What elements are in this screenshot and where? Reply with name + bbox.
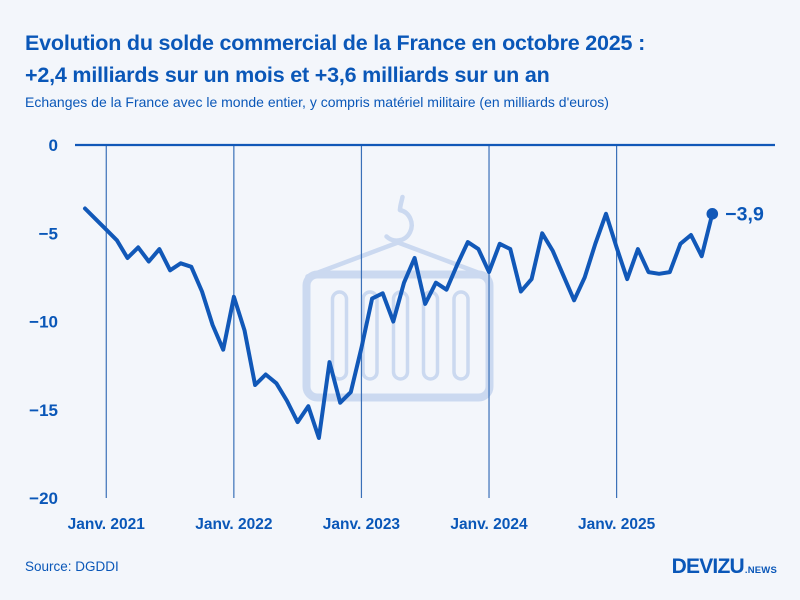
x-axis-tick-label: Janv. 2025: [578, 516, 656, 533]
x-axis-tick-label: Janv. 2021: [68, 516, 146, 533]
container-slats: [330, 290, 470, 381]
devizu-logo: DEVIZU .NEWS: [672, 555, 777, 579]
y-axis-tick-label: −15: [29, 401, 58, 420]
last-point-marker: [706, 208, 719, 220]
chart-subtitle: Echanges de la France avec le monde enti…: [25, 94, 609, 110]
chart-title-line2: +2,4 milliards sur un mois et +3,6 milli…: [25, 63, 550, 87]
chart-title: Evolution du solde commercial de la Fran…: [25, 27, 785, 91]
trade-balance-line: [83, 206, 715, 440]
chart-title-line1: Evolution du solde commercial de la Fran…: [25, 31, 646, 55]
y-axis-tick-label: −20: [29, 489, 58, 508]
axis-labels-layer: Janv. 2021 Janv. 2022 Janv. 2023 Janv. 2024…: [29, 136, 764, 533]
crane-hook: [384, 207, 414, 243]
y-axis-tick-label: 0: [49, 136, 58, 155]
source-label: Source: DGDDI: [25, 559, 119, 574]
x-axis-tick-label: Janv. 2024: [450, 516, 528, 533]
logo-news-suffix: .NEWS: [744, 565, 777, 576]
end-value-label: −3,9: [725, 203, 764, 225]
x-axis-tick-label: Janv. 2023: [323, 516, 401, 533]
y-axis-tick-label: −10: [29, 313, 58, 332]
x-axis-tick-label: Janv. 2022: [195, 516, 272, 533]
y-axis-tick-label: −5: [39, 224, 58, 243]
gridlines-layer: [75, 143, 775, 498]
logo-wordmark: DEVIZU: [671, 555, 745, 578]
series-layer: [83, 206, 719, 440]
